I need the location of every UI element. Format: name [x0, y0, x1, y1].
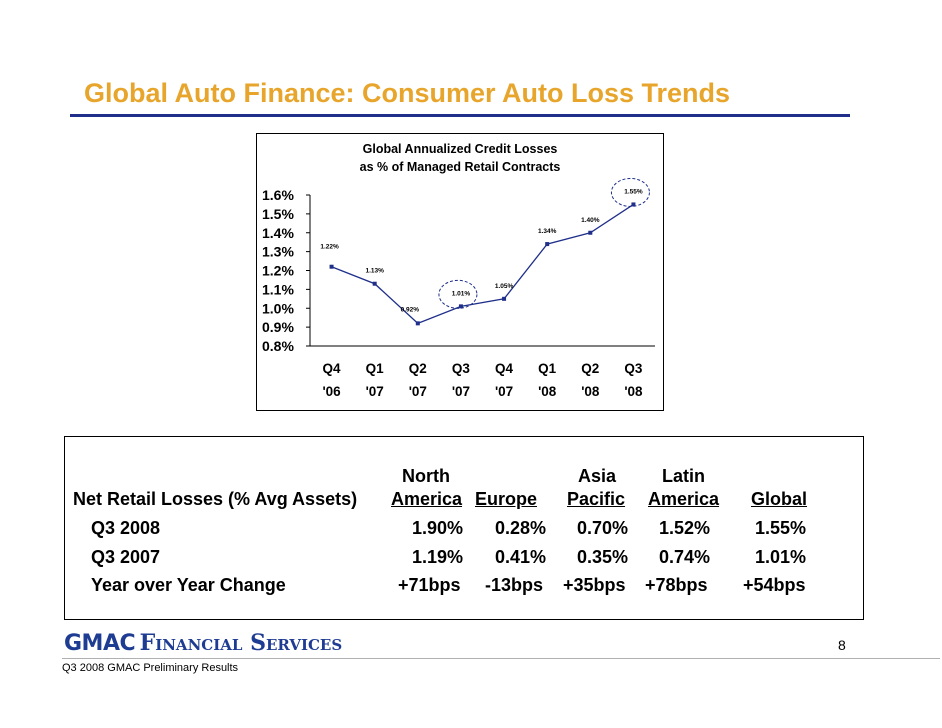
col-header-latin-america-line1: Latin — [662, 466, 705, 486]
y-tick-label: 1.5% — [262, 206, 294, 222]
chart-title-line2: as % of Managed Retail Contracts — [360, 160, 561, 174]
data-label: 1.01% — [452, 290, 471, 297]
data-point — [588, 230, 593, 235]
y-tick-label: 1.2% — [262, 263, 294, 279]
data-label: 1.13% — [365, 268, 384, 275]
data-point — [372, 281, 377, 286]
x-tick-label-quarter: Q4 — [323, 361, 342, 376]
y-tick-label: 1.3% — [262, 244, 294, 260]
x-tick-label-quarter: Q3 — [452, 361, 471, 376]
x-tick-label-quarter: Q4 — [495, 361, 514, 376]
data-label: 1.55% — [624, 188, 643, 195]
col-header-latin-america: America — [648, 489, 720, 509]
cell-q3-2007-europe: 0.41% — [495, 547, 547, 567]
net-retail-losses-table: North Asia Latin Net Retail Losses (% Av… — [64, 436, 864, 620]
chart-title-line1: Global Annualized Credit Losses — [363, 142, 558, 156]
data-label: 1.34% — [538, 228, 557, 235]
x-tick-label-year: '08 — [624, 384, 643, 399]
footer-text: Q3 2008 GMAC Preliminary Results — [62, 662, 239, 674]
data-point — [329, 264, 334, 269]
row-label-q3-2007: Q3 2007 — [91, 547, 161, 567]
y-tick-label: 1.4% — [262, 225, 294, 241]
col-header-north-america-line1: North — [402, 466, 450, 486]
x-tick-label-year: '08 — [538, 384, 557, 399]
row-label-q3-2008: Q3 2008 — [91, 518, 161, 538]
data-label: 1.05% — [495, 283, 514, 290]
row-header-label: Net Retail Losses (% Avg Assets) — [73, 489, 358, 509]
cell-q3-2008-latin-america: 1.52% — [659, 518, 711, 538]
x-tick-label-year: '08 — [581, 384, 600, 399]
cell-q3-2008-asia-pacific: 0.70% — [577, 518, 629, 538]
x-tick-label-year: '07 — [409, 384, 427, 399]
x-tick-label-year: '06 — [322, 384, 341, 399]
data-point — [502, 296, 507, 301]
y-tick-label: 1.6% — [262, 187, 294, 203]
col-header-north-america: America — [391, 489, 463, 509]
cell-yoy-europe: -13bps — [485, 575, 544, 595]
cell-yoy-north-america: +71bps — [398, 575, 461, 595]
title-rule — [70, 114, 850, 117]
data-point — [458, 304, 463, 309]
x-tick-label-quarter: Q3 — [624, 361, 643, 376]
col-header-asia-pacific: Pacific — [567, 489, 626, 509]
cell-q3-2007-global: 1.01% — [755, 547, 807, 567]
data-point — [415, 321, 420, 326]
data-point — [545, 242, 550, 247]
col-header-asia-pacific-line1: Asia — [578, 466, 617, 486]
x-tick-label-quarter: Q2 — [581, 361, 599, 376]
page-number: 8 — [838, 637, 846, 653]
data-label: 1.22% — [320, 244, 339, 251]
col-header-global: Global — [751, 489, 808, 509]
logo-financial-services-text: Financial Services — [139, 630, 343, 656]
row-label-yoy-change: Year over Year Change — [91, 575, 286, 595]
x-tick-label-quarter: Q1 — [538, 361, 557, 376]
y-tick-label: 0.8% — [262, 338, 294, 354]
cell-q3-2008-north-america: 1.90% — [412, 518, 464, 538]
footer-divider — [62, 658, 940, 659]
slide-title: Global Auto Finance: Consumer Auto Loss … — [84, 78, 731, 108]
cell-yoy-latin-america: +78bps — [645, 575, 708, 595]
cell-q3-2007-north-america: 1.19% — [412, 547, 464, 567]
data-label: 0.92% — [401, 306, 420, 313]
y-tick-label: 0.9% — [262, 319, 294, 335]
chart-svg: Global Annualized Credit Losses as % of M… — [262, 142, 655, 399]
x-tick-label-quarter: Q1 — [366, 361, 385, 376]
logo-gmac-text: GMAC — [64, 631, 136, 656]
cell-q3-2008-europe: 0.28% — [495, 518, 547, 538]
x-tick-label-year: '07 — [452, 384, 470, 399]
series-line — [331, 203, 634, 325]
credit-loss-chart: Global Annualized Credit Losses as % of M… — [256, 133, 664, 411]
y-tick-label: 1.0% — [262, 300, 294, 316]
data-label: 1.40% — [581, 217, 600, 224]
col-header-europe: Europe — [475, 489, 538, 509]
cell-q3-2008-global: 1.55% — [755, 518, 807, 538]
highlight-circle — [610, 177, 650, 207]
gmac-financial-services-logo: GMAC Financial Services — [64, 630, 342, 656]
y-tick-label: 1.1% — [262, 281, 294, 297]
x-tick-label-year: '07 — [366, 384, 384, 399]
cell-yoy-asia-pacific: +35bps — [563, 575, 626, 595]
cell-yoy-global: +54bps — [743, 575, 806, 595]
cell-q3-2007-latin-america: 0.74% — [659, 547, 711, 567]
x-tick-label-year: '07 — [495, 384, 513, 399]
cell-q3-2007-asia-pacific: 0.35% — [577, 547, 629, 567]
x-tick-label-quarter: Q2 — [409, 361, 427, 376]
data-point — [631, 202, 636, 207]
